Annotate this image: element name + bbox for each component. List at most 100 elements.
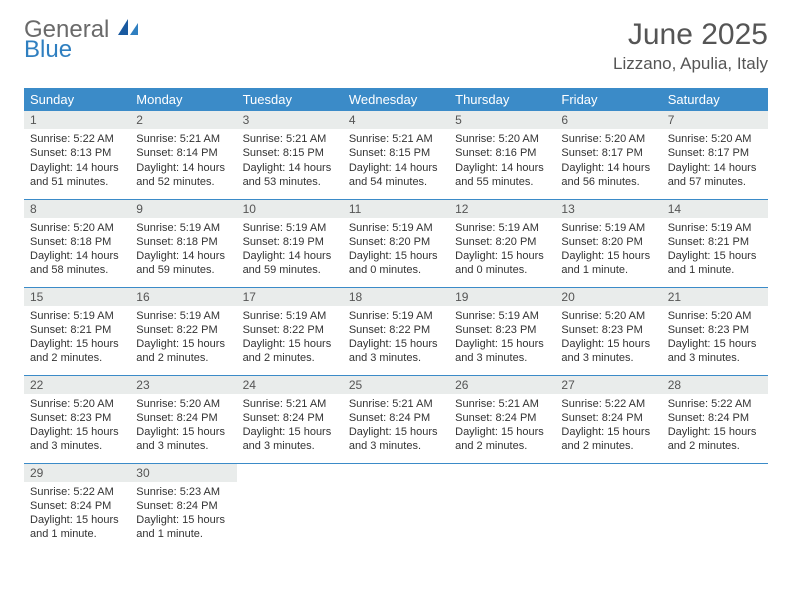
weekday-header: Wednesday [343, 88, 449, 111]
weekday-row: SundayMondayTuesdayWednesdayThursdayFrid… [24, 88, 768, 111]
day-details: Sunrise: 5:19 AMSunset: 8:20 PMDaylight:… [555, 218, 661, 282]
calendar-cell: 8Sunrise: 5:20 AMSunset: 8:18 PMDaylight… [24, 199, 130, 287]
day-number: 25 [343, 376, 449, 394]
title-block: June 2025 Lizzano, Apulia, Italy [613, 18, 768, 74]
day-details: Sunrise: 5:20 AMSunset: 8:18 PMDaylight:… [24, 218, 130, 282]
day-details: Sunrise: 5:20 AMSunset: 8:23 PMDaylight:… [24, 394, 130, 458]
calendar-cell: 11Sunrise: 5:19 AMSunset: 8:20 PMDayligh… [343, 199, 449, 287]
calendar-cell: 20Sunrise: 5:20 AMSunset: 8:23 PMDayligh… [555, 287, 661, 375]
day-number: 2 [130, 111, 236, 129]
day-details: Sunrise: 5:20 AMSunset: 8:23 PMDaylight:… [662, 306, 768, 370]
day-number: 18 [343, 288, 449, 306]
day-number: 6 [555, 111, 661, 129]
calendar-cell: 3Sunrise: 5:21 AMSunset: 8:15 PMDaylight… [237, 111, 343, 199]
day-number: 23 [130, 376, 236, 394]
calendar-cell: 19Sunrise: 5:19 AMSunset: 8:23 PMDayligh… [449, 287, 555, 375]
day-number: 19 [449, 288, 555, 306]
day-number: 7 [662, 111, 768, 129]
day-number: 10 [237, 200, 343, 218]
calendar-cell: 17Sunrise: 5:19 AMSunset: 8:22 PMDayligh… [237, 287, 343, 375]
calendar-cell [555, 463, 661, 551]
day-details: Sunrise: 5:20 AMSunset: 8:24 PMDaylight:… [130, 394, 236, 458]
day-number: 5 [449, 111, 555, 129]
calendar-cell: 25Sunrise: 5:21 AMSunset: 8:24 PMDayligh… [343, 375, 449, 463]
day-number: 30 [130, 464, 236, 482]
day-details: Sunrise: 5:22 AMSunset: 8:13 PMDaylight:… [24, 129, 130, 193]
calendar-cell: 22Sunrise: 5:20 AMSunset: 8:23 PMDayligh… [24, 375, 130, 463]
day-number: 14 [662, 200, 768, 218]
day-details: Sunrise: 5:20 AMSunset: 8:17 PMDaylight:… [555, 129, 661, 193]
day-number: 8 [24, 200, 130, 218]
sail-icon [118, 16, 140, 43]
calendar-cell: 1Sunrise: 5:22 AMSunset: 8:13 PMDaylight… [24, 111, 130, 199]
day-details: Sunrise: 5:22 AMSunset: 8:24 PMDaylight:… [555, 394, 661, 458]
calendar-cell: 30Sunrise: 5:23 AMSunset: 8:24 PMDayligh… [130, 463, 236, 551]
header: General Blue June 2025 Lizzano, Apulia, … [0, 0, 792, 82]
day-details: Sunrise: 5:21 AMSunset: 8:14 PMDaylight:… [130, 129, 236, 193]
day-number: 4 [343, 111, 449, 129]
calendar-cell: 26Sunrise: 5:21 AMSunset: 8:24 PMDayligh… [449, 375, 555, 463]
day-number: 24 [237, 376, 343, 394]
day-number: 29 [24, 464, 130, 482]
calendar-cell [343, 463, 449, 551]
calendar-cell: 7Sunrise: 5:20 AMSunset: 8:17 PMDaylight… [662, 111, 768, 199]
day-details: Sunrise: 5:22 AMSunset: 8:24 PMDaylight:… [662, 394, 768, 458]
location: Lizzano, Apulia, Italy [613, 54, 768, 74]
day-number: 17 [237, 288, 343, 306]
calendar-cell: 27Sunrise: 5:22 AMSunset: 8:24 PMDayligh… [555, 375, 661, 463]
calendar-cell: 23Sunrise: 5:20 AMSunset: 8:24 PMDayligh… [130, 375, 236, 463]
month-title: June 2025 [613, 18, 768, 52]
day-number: 28 [662, 376, 768, 394]
day-details: Sunrise: 5:21 AMSunset: 8:24 PMDaylight:… [449, 394, 555, 458]
day-number: 16 [130, 288, 236, 306]
day-details: Sunrise: 5:19 AMSunset: 8:18 PMDaylight:… [130, 218, 236, 282]
calendar-cell: 2Sunrise: 5:21 AMSunset: 8:14 PMDaylight… [130, 111, 236, 199]
calendar-cell: 5Sunrise: 5:20 AMSunset: 8:16 PMDaylight… [449, 111, 555, 199]
day-details: Sunrise: 5:19 AMSunset: 8:21 PMDaylight:… [662, 218, 768, 282]
calendar-cell: 12Sunrise: 5:19 AMSunset: 8:20 PMDayligh… [449, 199, 555, 287]
day-details: Sunrise: 5:19 AMSunset: 8:20 PMDaylight:… [449, 218, 555, 282]
day-number: 11 [343, 200, 449, 218]
calendar-cell [662, 463, 768, 551]
weekday-header: Thursday [449, 88, 555, 111]
day-number: 9 [130, 200, 236, 218]
day-number: 13 [555, 200, 661, 218]
calendar-cell: 14Sunrise: 5:19 AMSunset: 8:21 PMDayligh… [662, 199, 768, 287]
calendar-cell: 6Sunrise: 5:20 AMSunset: 8:17 PMDaylight… [555, 111, 661, 199]
calendar-cell: 9Sunrise: 5:19 AMSunset: 8:18 PMDaylight… [130, 199, 236, 287]
logo: General Blue [24, 18, 140, 62]
day-details: Sunrise: 5:21 AMSunset: 8:15 PMDaylight:… [237, 129, 343, 193]
day-details: Sunrise: 5:19 AMSunset: 8:21 PMDaylight:… [24, 306, 130, 370]
day-number: 26 [449, 376, 555, 394]
day-details: Sunrise: 5:22 AMSunset: 8:24 PMDaylight:… [24, 482, 130, 546]
weekday-header: Sunday [24, 88, 130, 111]
day-number: 21 [662, 288, 768, 306]
calendar-cell: 15Sunrise: 5:19 AMSunset: 8:21 PMDayligh… [24, 287, 130, 375]
day-details: Sunrise: 5:19 AMSunset: 8:22 PMDaylight:… [130, 306, 236, 370]
day-details: Sunrise: 5:19 AMSunset: 8:22 PMDaylight:… [237, 306, 343, 370]
calendar-cell: 24Sunrise: 5:21 AMSunset: 8:24 PMDayligh… [237, 375, 343, 463]
day-number: 22 [24, 376, 130, 394]
calendar-table: SundayMondayTuesdayWednesdayThursdayFrid… [24, 88, 768, 551]
day-number: 3 [237, 111, 343, 129]
calendar-cell: 18Sunrise: 5:19 AMSunset: 8:22 PMDayligh… [343, 287, 449, 375]
day-number: 1 [24, 111, 130, 129]
day-details: Sunrise: 5:21 AMSunset: 8:24 PMDaylight:… [237, 394, 343, 458]
weekday-header: Saturday [662, 88, 768, 111]
calendar-cell: 13Sunrise: 5:19 AMSunset: 8:20 PMDayligh… [555, 199, 661, 287]
day-number: 27 [555, 376, 661, 394]
weekday-header: Tuesday [237, 88, 343, 111]
weekday-header: Friday [555, 88, 661, 111]
calendar-cell: 29Sunrise: 5:22 AMSunset: 8:24 PMDayligh… [24, 463, 130, 551]
calendar-cell: 16Sunrise: 5:19 AMSunset: 8:22 PMDayligh… [130, 287, 236, 375]
calendar-cell [449, 463, 555, 551]
weekday-header: Monday [130, 88, 236, 111]
day-number: 15 [24, 288, 130, 306]
day-details: Sunrise: 5:21 AMSunset: 8:15 PMDaylight:… [343, 129, 449, 193]
day-details: Sunrise: 5:23 AMSunset: 8:24 PMDaylight:… [130, 482, 236, 546]
calendar-cell: 28Sunrise: 5:22 AMSunset: 8:24 PMDayligh… [662, 375, 768, 463]
day-details: Sunrise: 5:19 AMSunset: 8:22 PMDaylight:… [343, 306, 449, 370]
day-details: Sunrise: 5:19 AMSunset: 8:20 PMDaylight:… [343, 218, 449, 282]
day-number: 20 [555, 288, 661, 306]
calendar-cell: 10Sunrise: 5:19 AMSunset: 8:19 PMDayligh… [237, 199, 343, 287]
